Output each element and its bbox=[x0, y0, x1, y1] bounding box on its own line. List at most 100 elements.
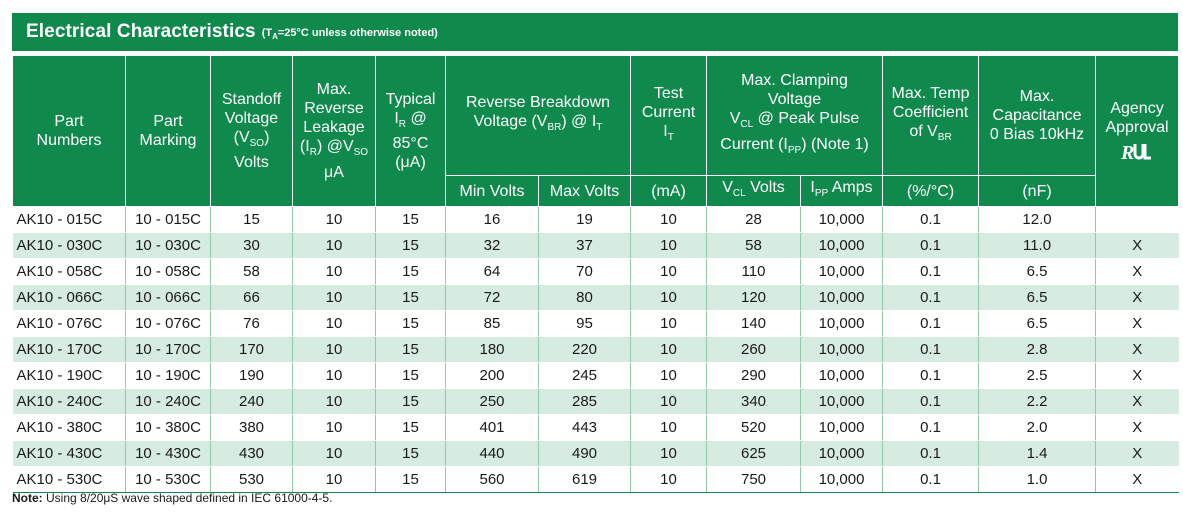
cell-peak-pulse-current: 10,000 bbox=[800, 336, 884, 363]
cell-min-breakdown: 85 bbox=[445, 310, 539, 337]
cell-max-leakage: 10 bbox=[292, 466, 376, 493]
cell-min-breakdown: 200 bbox=[445, 362, 539, 389]
cell-part-marking: 10 - 190C bbox=[125, 362, 211, 389]
cell-temp-coefficient: 0.1 bbox=[882, 232, 980, 259]
header-typical-leakage: Typical IR @ 85°C (μA) bbox=[375, 55, 446, 207]
cell-max-breakdown: 80 bbox=[538, 284, 632, 311]
cell-max-breakdown: 95 bbox=[538, 310, 632, 337]
cell-capacitance: 2.8 bbox=[978, 336, 1097, 363]
header-standoff-voltage: Standoff Voltage (VSO) Volts bbox=[210, 55, 293, 207]
cell-agency-approval bbox=[1095, 206, 1179, 233]
cell-max-breakdown: 245 bbox=[538, 362, 632, 389]
table-row: AK10 - 015C 10 - 015C 15 10 15 16 19 10 28 10,000… bbox=[12, 206, 1179, 233]
cell-capacitance: 6.5 bbox=[978, 258, 1097, 285]
cell-agency-approval: X bbox=[1095, 466, 1179, 493]
table-row: AK10 - 066C 10 - 066C 66 10 15 72 80 10 120 10,00… bbox=[12, 284, 1179, 311]
cell-part-marking: 10 - 430C bbox=[125, 440, 211, 467]
cell-standoff-voltage: 30 bbox=[210, 232, 293, 259]
cell-max-leakage: 10 bbox=[292, 336, 376, 363]
cell-capacitance: 2.0 bbox=[978, 414, 1097, 441]
cell-max-leakage: 10 bbox=[292, 440, 376, 467]
cell-agency-approval: X bbox=[1095, 440, 1179, 467]
cell-part-number: AK10 - 240C bbox=[12, 388, 126, 415]
header-temp-coefficient: Max. Temp Coefficient of VBR bbox=[882, 55, 980, 176]
cell-standoff-voltage: 58 bbox=[210, 258, 293, 285]
cell-max-breakdown: 220 bbox=[538, 336, 632, 363]
cell-min-breakdown: 401 bbox=[445, 414, 539, 441]
cell-typical-leakage: 15 bbox=[375, 440, 446, 467]
subheader-ma: (mA) bbox=[630, 175, 708, 207]
cell-agency-approval: X bbox=[1095, 232, 1179, 259]
cell-standoff-voltage: 380 bbox=[210, 414, 293, 441]
cell-clamping-voltage: 520 bbox=[706, 414, 802, 441]
cell-part-number: AK10 - 030C bbox=[12, 232, 126, 259]
cell-max-breakdown: 19 bbox=[538, 206, 632, 233]
cell-peak-pulse-current: 10,000 bbox=[800, 362, 884, 389]
cell-clamping-voltage: 28 bbox=[706, 206, 802, 233]
cell-clamping-voltage: 750 bbox=[706, 466, 802, 493]
cell-max-breakdown: 285 bbox=[538, 388, 632, 415]
cell-clamping-voltage: 110 bbox=[706, 258, 802, 285]
cell-agency-approval: X bbox=[1095, 362, 1179, 389]
cell-min-breakdown: 440 bbox=[445, 440, 539, 467]
footnote: Note: Using 8/20μS wave shaped defined i… bbox=[12, 491, 333, 505]
cell-part-marking: 10 - 380C bbox=[125, 414, 211, 441]
cell-part-marking: 10 - 240C bbox=[125, 388, 211, 415]
cell-part-number: AK10 - 170C bbox=[12, 336, 126, 363]
cell-part-number: AK10 - 066C bbox=[12, 284, 126, 311]
cell-test-current: 10 bbox=[630, 206, 708, 233]
cell-max-breakdown: 619 bbox=[538, 466, 632, 493]
cell-temp-coefficient: 0.1 bbox=[882, 362, 980, 389]
title-bar: Electrical Characteristics (TA=25°C unle… bbox=[12, 13, 1178, 51]
cell-temp-coefficient: 0.1 bbox=[882, 466, 980, 493]
cell-agency-approval: X bbox=[1095, 284, 1179, 311]
table-row: AK10 - 430C 10 - 430C 430 10 15 440 490 10 625 10… bbox=[12, 440, 1179, 467]
table-row: AK10 - 170C 10 - 170C 170 10 15 180 220 10 260 10… bbox=[12, 336, 1179, 363]
cell-max-leakage: 10 bbox=[292, 388, 376, 415]
header-agency-approval: Agency Approval R bbox=[1095, 55, 1180, 207]
cell-peak-pulse-current: 10,000 bbox=[800, 466, 884, 493]
cell-max-leakage: 10 bbox=[292, 232, 376, 259]
cell-test-current: 10 bbox=[630, 336, 708, 363]
cell-peak-pulse-current: 10,000 bbox=[800, 284, 884, 311]
table-title: Electrical Characteristics bbox=[26, 21, 256, 42]
cell-standoff-voltage: 190 bbox=[210, 362, 293, 389]
cell-peak-pulse-current: 10,000 bbox=[800, 440, 884, 467]
subheader-max-volts: Max Volts bbox=[537, 175, 632, 207]
ul-recognized-icon: R bbox=[1121, 142, 1152, 163]
cell-peak-pulse-current: 10,000 bbox=[800, 414, 884, 441]
cell-test-current: 10 bbox=[630, 284, 708, 311]
cell-typical-leakage: 15 bbox=[375, 258, 446, 285]
cell-standoff-voltage: 170 bbox=[210, 336, 293, 363]
cell-typical-leakage: 15 bbox=[375, 310, 446, 337]
svg-text:R: R bbox=[1121, 142, 1134, 163]
cell-max-breakdown: 490 bbox=[538, 440, 632, 467]
cell-typical-leakage: 15 bbox=[375, 206, 446, 233]
cell-min-breakdown: 16 bbox=[445, 206, 539, 233]
header-part-marking: Part Marking bbox=[125, 55, 211, 207]
cell-part-number: AK10 - 015C bbox=[12, 206, 126, 233]
cell-part-number: AK10 - 190C bbox=[12, 362, 126, 389]
cell-part-marking: 10 - 170C bbox=[125, 336, 211, 363]
cell-peak-pulse-current: 10,000 bbox=[800, 206, 884, 233]
subheader-pct-per-c: (%/°C) bbox=[882, 175, 980, 207]
cell-agency-approval: X bbox=[1095, 414, 1179, 441]
cell-part-marking: 10 - 066C bbox=[125, 284, 211, 311]
cell-standoff-voltage: 530 bbox=[210, 466, 293, 493]
cell-capacitance: 12.0 bbox=[978, 206, 1097, 233]
cell-part-marking: 10 - 530C bbox=[125, 466, 211, 493]
cell-temp-coefficient: 0.1 bbox=[882, 336, 980, 363]
cell-max-breakdown: 70 bbox=[538, 258, 632, 285]
cell-standoff-voltage: 76 bbox=[210, 310, 293, 337]
cell-min-breakdown: 72 bbox=[445, 284, 539, 311]
cell-max-leakage: 10 bbox=[292, 206, 376, 233]
cell-typical-leakage: 15 bbox=[375, 388, 446, 415]
cell-part-marking: 10 - 030C bbox=[125, 232, 211, 259]
header-reverse-breakdown: Reverse Breakdown Voltage (VBR) @ IT bbox=[444, 55, 632, 176]
cell-capacitance: 2.2 bbox=[978, 388, 1097, 415]
cell-test-current: 10 bbox=[630, 310, 708, 337]
cell-test-current: 10 bbox=[630, 232, 708, 259]
cell-test-current: 10 bbox=[630, 466, 708, 493]
electrical-characteristics-table: Part Numbers Part Marking Standoff Voltage … bbox=[12, 55, 1180, 493]
cell-temp-coefficient: 0.1 bbox=[882, 258, 980, 285]
